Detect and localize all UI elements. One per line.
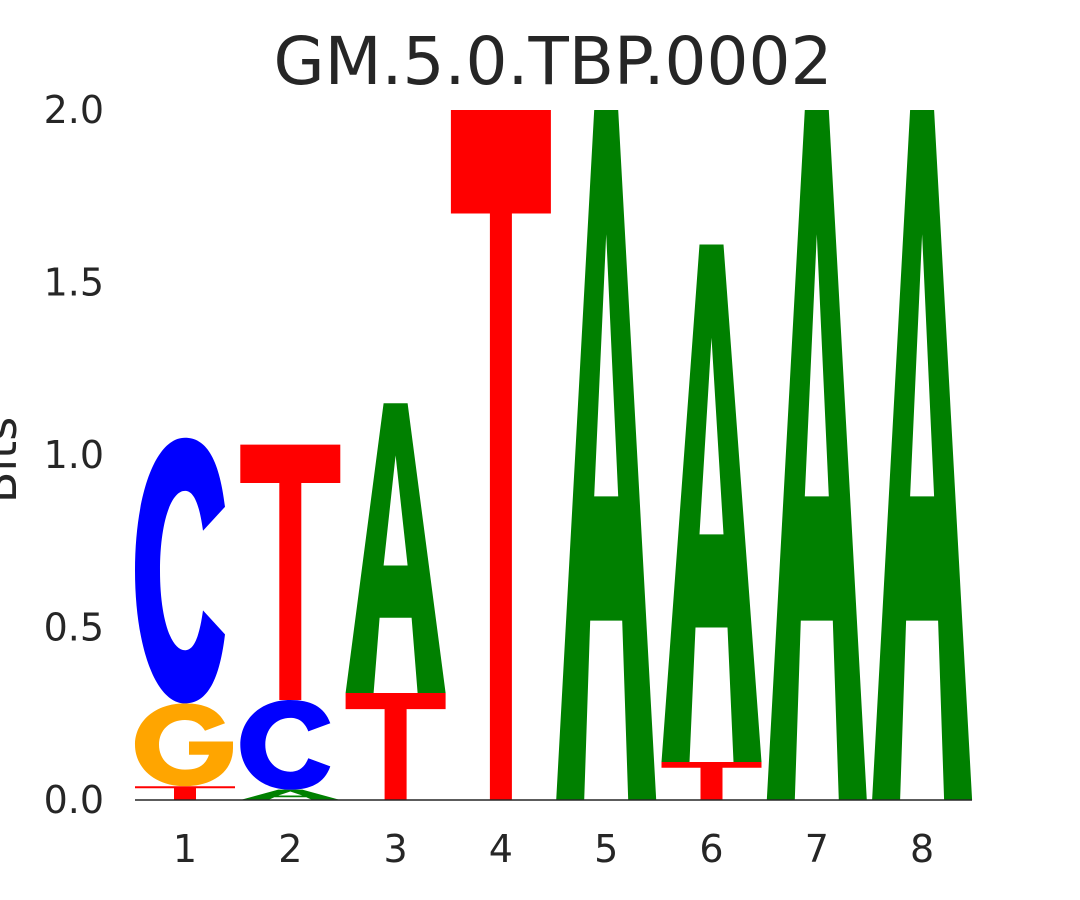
y-tick-label: 1.5 [44,261,104,305]
logo-letter-t-pos-4 [450,110,551,800]
x-tick-label: 2 [278,827,302,871]
x-axis-ticks: 1 2 3 4 5 6 7 8 [173,827,934,871]
logo-letter-a-pos-3 [345,403,446,694]
y-tick-label: 0.5 [44,606,104,650]
y-tick-label: 1.0 [44,433,104,477]
y-axis-ticks: 0.0 0.5 1.0 1.5 2.0 [44,88,104,822]
logo-letter-a-pos-2 [240,789,341,800]
chart-title: GM.5.0.TBP.0002 [273,23,832,100]
logo-stacks [135,110,973,800]
logo-letter-a-pos-8 [872,110,973,800]
logo-letter-a-pos-5 [556,110,657,800]
y-tick-label: 0.0 [44,778,104,822]
logo-letter-t-pos-6 [661,762,762,800]
x-tick-label: 1 [173,827,197,871]
y-axis-label: Bits [0,417,27,503]
logo-letter-a-pos-7 [766,110,867,800]
logo-letter-c-pos-1 [135,437,225,704]
x-tick-label: 5 [594,827,618,871]
y-tick-label: 2.0 [44,88,104,132]
x-tick-label: 3 [384,827,408,871]
logo-letter-t-pos-3 [345,693,446,800]
logo-letter-t-pos-2 [240,444,341,700]
logo-letter-a-pos-6 [661,244,762,763]
logo-letter-c-pos-2 [240,699,331,790]
x-tick-label: 4 [489,827,513,871]
x-tick-label: 6 [699,827,723,871]
logo-letter-t-pos-1 [135,786,235,800]
x-tick-label: 7 [805,827,829,871]
logo-letter-g-pos-1 [135,703,233,787]
x-tick-label: 8 [910,827,934,871]
